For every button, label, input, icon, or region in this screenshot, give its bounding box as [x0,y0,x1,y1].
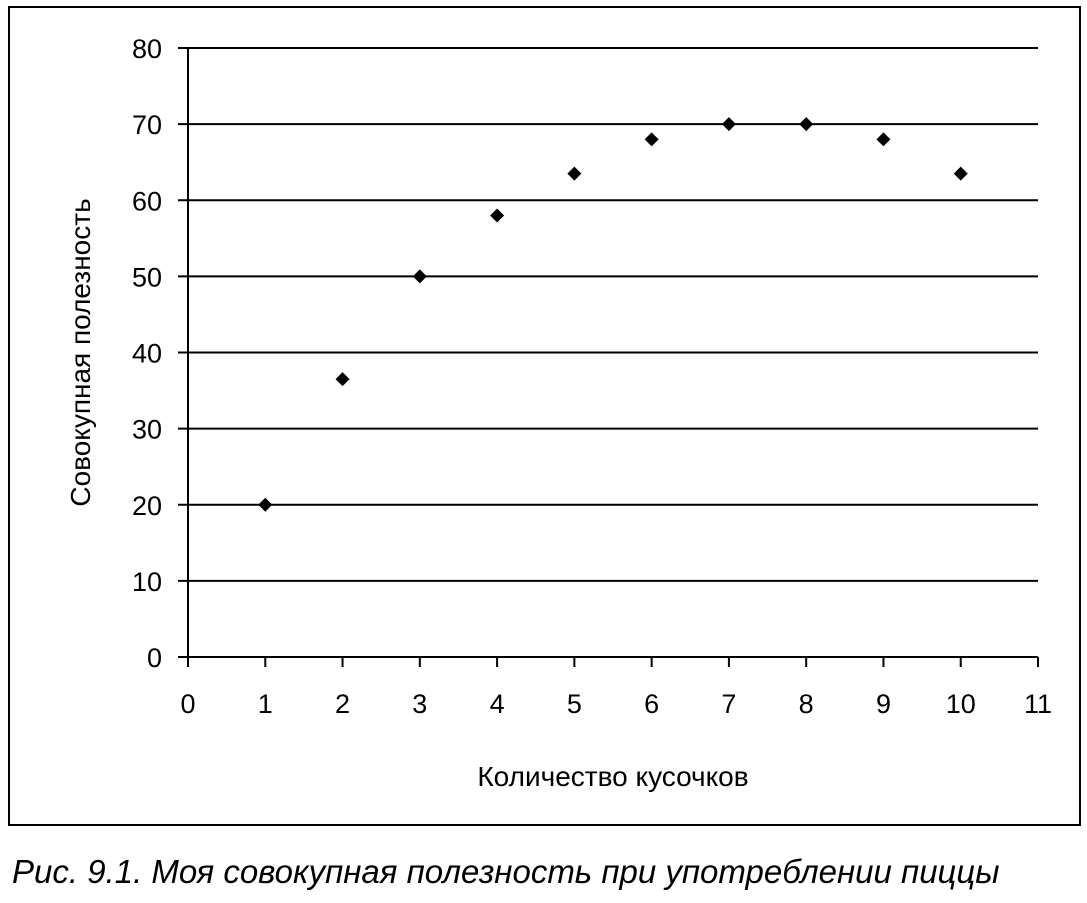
figure-caption: Рис. 9.1. Моя совокупная полезность при … [12,853,1000,890]
data-point-5 [567,166,582,181]
data-point-10 [953,166,968,181]
y-tick-label-70: 70 [132,110,162,140]
data-point-4 [490,208,505,223]
data-point-9 [876,132,891,147]
x-tick-label-0: 0 [180,689,195,719]
data-point-2 [335,372,350,387]
x-axis-title: Количество кусочков [477,761,748,792]
data-point-1 [258,497,273,512]
y-tick-label-20: 20 [132,491,162,521]
tick-labels: 0 10 20 30 40 50 60 70 80 0 1 2 3 4 5 6 7 8 9 10 11 [132,34,1052,719]
data-point-6 [644,132,659,147]
y-tick-label-0: 0 [147,643,162,673]
y-tick-label-50: 50 [132,262,162,292]
x-tick-label-10: 10 [946,689,976,719]
y-tick-label-80: 80 [132,34,162,64]
y-tick-label-30: 30 [132,415,162,445]
x-tick-label-4: 4 [490,689,505,719]
x-tick-label-5: 5 [567,689,582,719]
x-tick-label-6: 6 [644,689,659,719]
data-point-8 [799,117,814,132]
x-tick-label-7: 7 [721,689,736,719]
chart-frame [8,6,1081,826]
x-tick-label-1: 1 [258,689,273,719]
data-point-3 [412,269,427,284]
y-axis-title: Совокупная полезность [65,198,96,506]
gridlines [188,47,1038,582]
data-points [258,117,968,512]
y-tick-label-40: 40 [132,339,162,369]
x-tick-label-8: 8 [799,689,814,719]
data-point-7 [721,117,736,132]
x-tick-label-11: 11 [1024,689,1052,719]
x-tick-label-9: 9 [876,689,891,719]
x-tick-label-2: 2 [335,689,350,719]
x-tick-label-3: 3 [412,689,427,719]
axes [178,47,1039,667]
y-tick-label-10: 10 [132,567,162,597]
y-tick-label-60: 60 [132,186,162,216]
